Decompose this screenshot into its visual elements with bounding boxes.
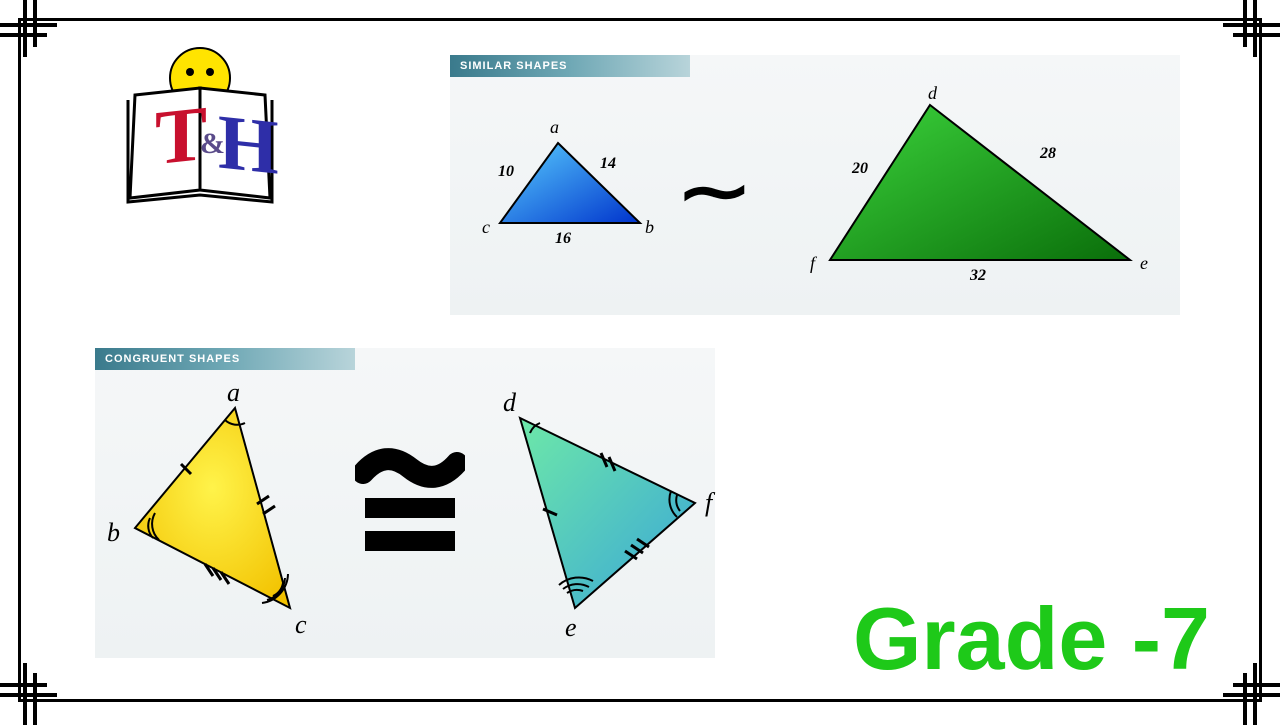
corner-decoration-br [1205, 645, 1280, 725]
label-e-large: e [1140, 253, 1148, 274]
label-d-cong: d [503, 388, 516, 418]
corner-decoration-tl [0, 0, 75, 75]
side-cb-small: 16 [555, 230, 571, 248]
label-c-cong: c [295, 610, 307, 640]
congruent-header-text: CONGRUENT SHAPES [105, 353, 240, 365]
label-d-large: d [928, 83, 937, 104]
label-f-cong: f [705, 488, 712, 518]
th-logo: T & H [100, 40, 300, 210]
congruent-shapes-panel: CONGRUENT SHAPES a b c [95, 348, 715, 658]
congruent-triangle-right [465, 383, 725, 643]
label-e-cong: e [565, 613, 577, 643]
side-ab-small: 14 [600, 155, 616, 173]
side-df-large: 20 [852, 160, 868, 178]
logo-letter-h: H [218, 98, 279, 191]
label-b-small: b [645, 217, 654, 238]
similar-triangle-large [790, 85, 1160, 295]
congruent-symbol [355, 443, 465, 563]
similar-header-text: SIMILAR SHAPES [460, 60, 568, 72]
label-a-small: a [550, 117, 559, 138]
similar-symbol: ∼ [676, 150, 752, 232]
label-c-small: c [482, 217, 490, 238]
similar-header: SIMILAR SHAPES [450, 55, 690, 77]
label-f-large: f [810, 253, 815, 274]
label-b-cong: b [107, 518, 120, 548]
grade-label: Grade -7 [853, 588, 1210, 690]
side-fe-large: 32 [970, 267, 986, 285]
side-ac-small: 10 [498, 163, 514, 181]
corner-decoration-bl [0, 645, 75, 725]
corner-decoration-tr [1205, 0, 1280, 75]
side-de-large: 28 [1040, 145, 1056, 163]
similar-shapes-panel: SIMILAR SHAPES a b c 10 14 16 ∼ d e f 20… [450, 55, 1180, 315]
label-a-cong: a [227, 378, 240, 408]
congruent-header: CONGRUENT SHAPES [95, 348, 355, 370]
congruent-triangle-left [105, 378, 355, 638]
